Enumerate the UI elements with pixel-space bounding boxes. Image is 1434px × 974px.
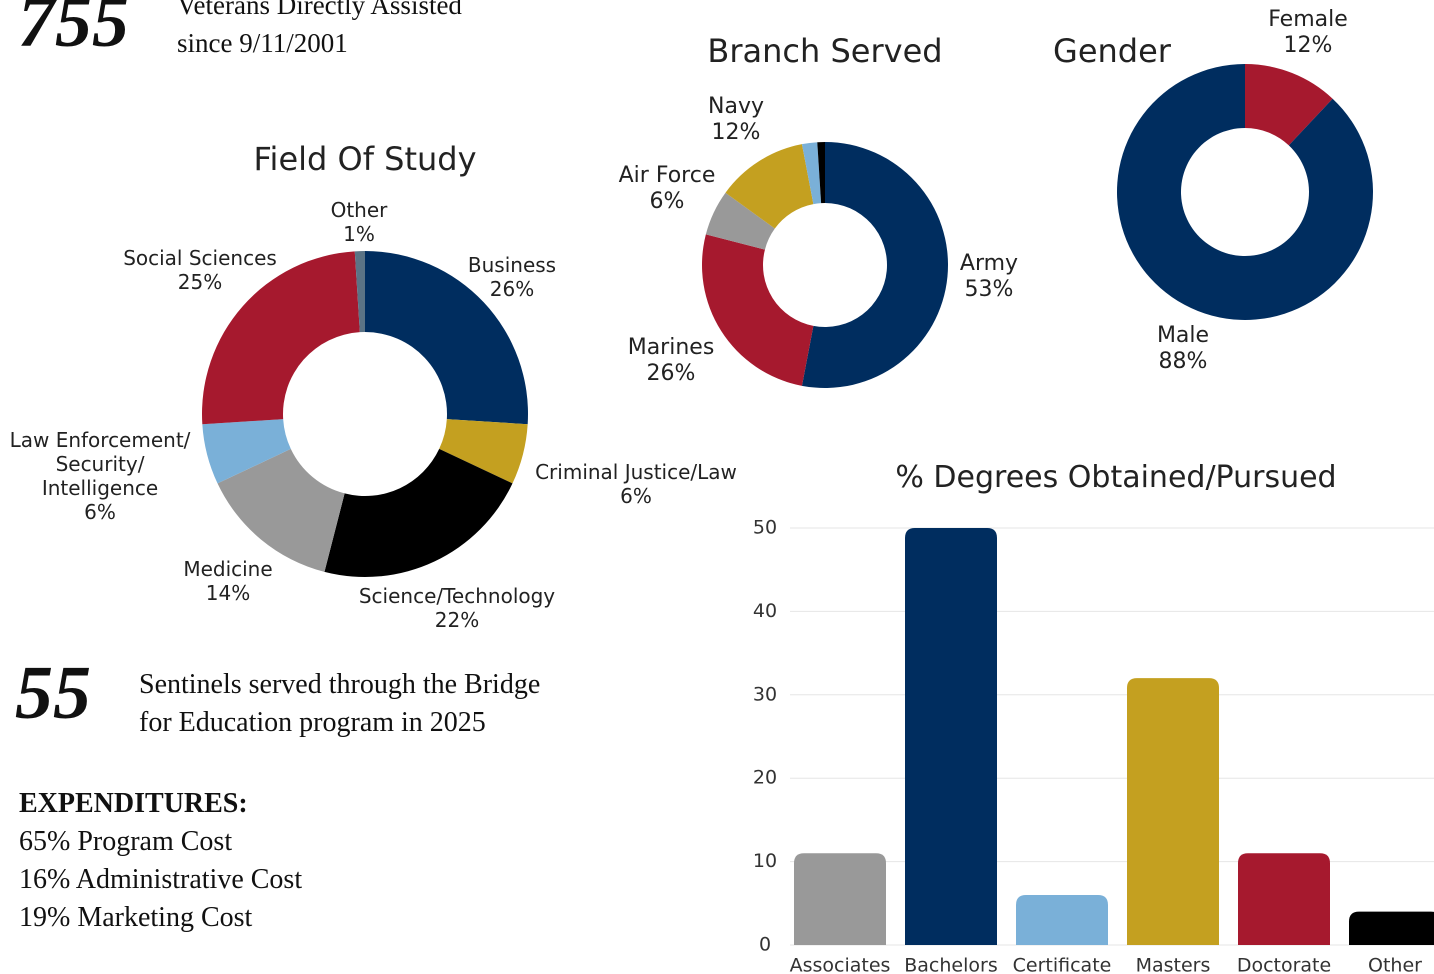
x-tick-label: Certificate — [1013, 955, 1112, 974]
slice-label: Navy 12% — [708, 94, 764, 147]
slice-label: Law Enforcement/ Security/ Intelligence 6… — [10, 428, 191, 524]
category-label: Male — [1156, 323, 1210, 348]
value-label: 26% — [489, 277, 535, 301]
value-label: 53% — [964, 277, 1014, 303]
category-label: Other — [330, 198, 388, 222]
bar — [1238, 853, 1330, 945]
y-tick-label: 40 — [753, 600, 777, 622]
x-tick-label: Other — [1368, 955, 1422, 974]
value-label: 26% — [646, 361, 696, 387]
category-label: Marines — [627, 335, 715, 360]
donut-slice — [725, 144, 814, 229]
donut-slice — [365, 251, 528, 425]
slice-label: Medicine 14% — [183, 557, 272, 605]
donut-slice — [705, 192, 775, 250]
value-label: 22% — [434, 608, 480, 632]
category-label: Criminal Justice/Law — [535, 460, 737, 484]
donut-slice — [702, 234, 814, 386]
expenditure-item: 65% Program Cost — [19, 826, 233, 857]
chart-title: Branch Served — [707, 32, 943, 70]
value-label: 12% — [711, 120, 761, 146]
category-label: Army — [959, 251, 1019, 276]
slice-label: Female 12% — [1268, 7, 1348, 60]
expenditures-title: EXPENDITURES: — [19, 788, 248, 819]
slice-label: Other 1% — [331, 198, 388, 246]
donut-slice — [817, 142, 825, 204]
donut-slice — [801, 142, 822, 205]
x-tick-label: Associates — [790, 955, 891, 974]
donut-slice — [324, 448, 513, 577]
donut-slice — [1117, 64, 1373, 320]
category-label: Air Force — [618, 163, 716, 188]
bar — [1127, 678, 1219, 945]
y-tick-label: 30 — [753, 683, 777, 705]
donut-slice — [439, 419, 528, 484]
y-tick-label: 50 — [753, 517, 777, 539]
slice-label: Social Sciences 25% — [123, 246, 277, 294]
chart-title: Field Of Study — [253, 140, 477, 178]
bar — [1349, 911, 1434, 945]
stat-number: 55 — [15, 651, 91, 735]
donut-slice — [354, 251, 365, 333]
value-label: 14% — [205, 581, 251, 605]
category-label: Social Sciences — [123, 246, 277, 270]
slice-label: Marines 26% — [628, 335, 715, 388]
donut-slice — [801, 142, 949, 388]
stat-text: Sentinels served through the Bridge for … — [139, 669, 541, 738]
category-label: Medicine — [183, 557, 273, 581]
category-label: Navy — [708, 94, 764, 119]
category-label: Business — [467, 253, 557, 277]
x-tick-label: Masters — [1136, 955, 1211, 974]
slice-label: Male 88% — [1157, 323, 1209, 376]
slice-label: Air Force 6% — [619, 163, 716, 216]
bar — [905, 528, 997, 945]
value-label: 6% — [649, 189, 685, 215]
stat-number: 755 — [18, 0, 129, 63]
bar — [1016, 894, 1108, 945]
category-label: Science/Technology — [358, 584, 556, 608]
chart-title: Gender — [1053, 32, 1171, 70]
slice-label: Science/Technology 22% — [359, 584, 555, 632]
value-label: 6% — [620, 484, 652, 508]
x-tick-label: Bachelors — [904, 955, 997, 974]
y-tick-label: 10 — [753, 850, 777, 872]
donut-slice — [1245, 64, 1333, 146]
donut-slice — [202, 419, 291, 484]
value-label: 88% — [1158, 349, 1208, 375]
y-tick-label: 0 — [759, 934, 771, 956]
value-label: 25% — [177, 270, 223, 294]
value-label: 6% — [84, 500, 116, 524]
expenditure-item: 16% Administrative Cost — [19, 864, 303, 895]
donut-slice — [217, 448, 345, 572]
stat-text: Veterans Directly Assisted since 9/11/20… — [177, 0, 462, 58]
category-label: Female — [1268, 7, 1348, 32]
x-tick-label: Doctorate — [1237, 955, 1331, 974]
category-label: Law Enforcement/ Security/ Intelligence — [9, 428, 191, 500]
slice-label: Criminal Justice/Law 6% — [535, 460, 737, 508]
y-tick-label: 20 — [753, 767, 777, 789]
slice-label: Army 53% — [960, 251, 1018, 304]
expenditure-item: 19% Marketing Cost — [19, 902, 253, 933]
donut-slice — [202, 251, 360, 425]
value-label: 12% — [1283, 33, 1333, 59]
value-label: 1% — [343, 222, 375, 246]
slice-label: Business 26% — [468, 253, 556, 301]
chart-title: % Degrees Obtained/Pursued — [895, 460, 1337, 495]
bar — [794, 853, 886, 945]
